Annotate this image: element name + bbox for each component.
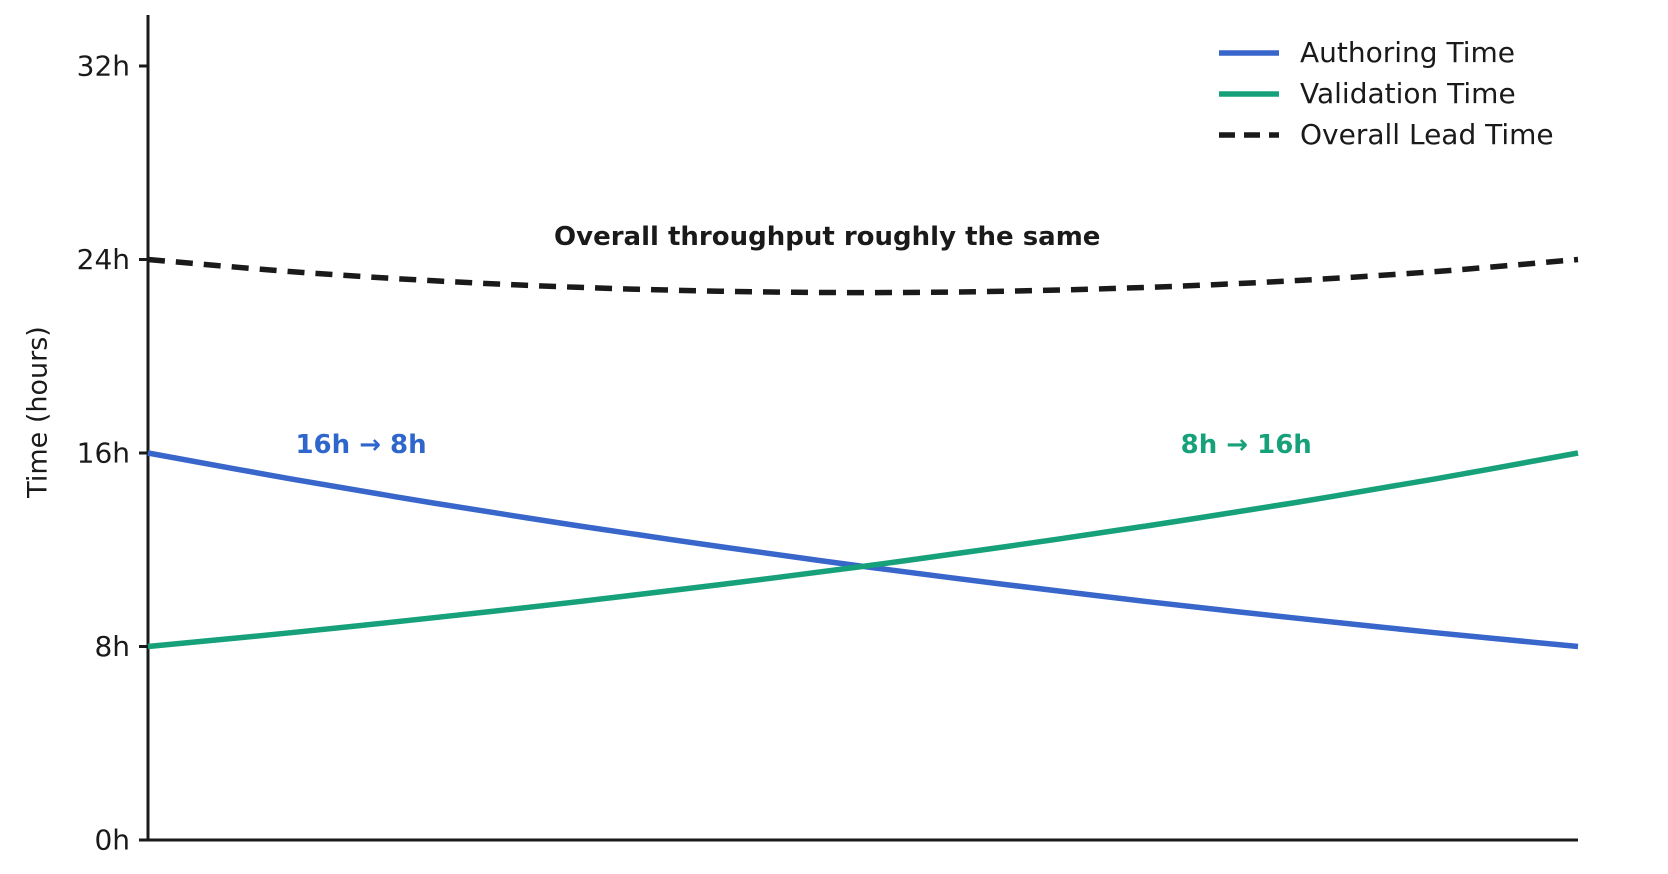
y-axis-label: Time (hours) — [22, 326, 54, 498]
legend: Authoring Time Validation Time Overall L… — [1218, 36, 1554, 151]
series-line-authoring-time — [147, 450, 1579, 650]
legend-item-validation: Validation Time — [1218, 77, 1554, 110]
series-line-overall-lead-time — [147, 256, 1579, 296]
legend-item-overall: Overall Lead Time — [1218, 118, 1554, 151]
y-tick-label: 8h — [94, 630, 130, 663]
annotation-overall-throughput: Overall throughput roughly the same — [554, 222, 1101, 252]
annotation-authoring-change: 16h → 8h — [295, 429, 427, 460]
y-tick-label: 24h — [77, 243, 130, 276]
annotation-validation-change: 8h → 16h — [1180, 429, 1312, 460]
legend-swatch-authoring-icon — [1219, 49, 1279, 56]
legend-label-overall: Overall Lead Time — [1300, 118, 1554, 151]
y-tick-label: 16h — [77, 437, 130, 470]
series-line-validation-time — [147, 450, 1579, 650]
legend-label-validation: Validation Time — [1300, 77, 1516, 110]
y-tick-label: 0h — [94, 824, 130, 857]
y-axis-ticks: 0h 8h 16h 24h 32h — [77, 50, 148, 857]
legend-swatch-validation-icon — [1219, 90, 1279, 97]
axes — [146, 15, 1578, 842]
plot-lines — [147, 256, 1579, 650]
legend-label-authoring: Authoring Time — [1300, 36, 1515, 69]
y-tick-label: 32h — [77, 50, 130, 83]
legend-item-authoring: Authoring Time — [1218, 36, 1554, 69]
legend-swatch-overall-icon — [1219, 131, 1279, 138]
